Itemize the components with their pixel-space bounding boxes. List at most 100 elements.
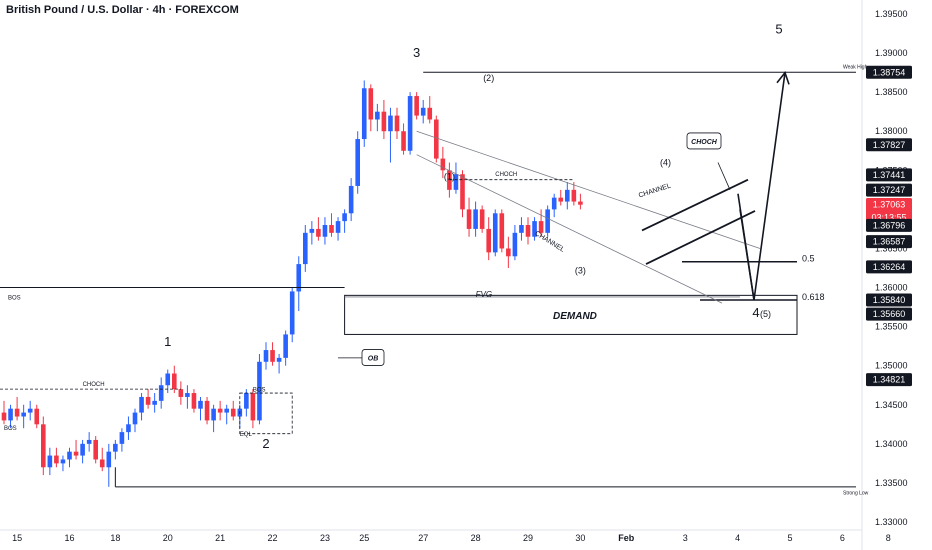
x-tick-label: 3 bbox=[683, 533, 688, 543]
candle-body bbox=[270, 350, 275, 362]
zone-layer bbox=[344, 294, 798, 335]
candle-body bbox=[303, 232, 308, 265]
candle-body bbox=[348, 185, 354, 214]
projection-arrowhead bbox=[776, 70, 790, 85]
candle-body bbox=[322, 225, 328, 237]
chart-title: British Pound / U.S. Dollar · 4h · FOREX… bbox=[6, 4, 239, 16]
wave-label: (1) bbox=[444, 172, 455, 182]
price-label-text: 1.37827 bbox=[873, 140, 906, 150]
y-tick-label: 1.39000 bbox=[875, 48, 908, 58]
x-tick-label: Feb bbox=[618, 533, 635, 543]
candle-body bbox=[335, 221, 341, 233]
countdown-label: 03:13:55 bbox=[871, 212, 906, 222]
annotation-weak-high: Weak High bbox=[843, 65, 868, 71]
candle-body bbox=[191, 393, 197, 409]
x-tick-label: 4 bbox=[735, 533, 740, 543]
candle-body bbox=[73, 451, 79, 456]
price-label-box bbox=[866, 307, 912, 321]
annotation-demand: DEMAND bbox=[553, 311, 597, 322]
candle-body bbox=[538, 221, 544, 233]
candle-body bbox=[60, 459, 66, 464]
grid-layer bbox=[0, 0, 863, 550]
y-tick-label: 1.33000 bbox=[875, 517, 908, 527]
candle-body bbox=[99, 459, 105, 468]
rising-channel-lower bbox=[645, 210, 756, 265]
y-tick-label: 1.36500 bbox=[875, 243, 908, 253]
channel-lower-line bbox=[416, 154, 723, 304]
price-label-box bbox=[866, 65, 912, 79]
candle-layer bbox=[1, 80, 583, 487]
candle-body bbox=[27, 408, 33, 413]
candle-body bbox=[309, 228, 315, 233]
demand-zone bbox=[344, 294, 798, 335]
price-label-box bbox=[866, 197, 912, 224]
annotation-bos: BOS bbox=[253, 387, 266, 393]
candle-body bbox=[47, 455, 53, 468]
candle-body bbox=[499, 213, 505, 249]
candle-body bbox=[368, 88, 374, 120]
candle-body bbox=[145, 396, 151, 405]
annotation-0-618: 0.618 bbox=[802, 292, 825, 302]
candle-body bbox=[198, 400, 203, 409]
candle-body bbox=[486, 228, 491, 253]
y-tick-label: 1.35000 bbox=[875, 361, 908, 371]
price-label-box bbox=[866, 260, 912, 274]
candle-body bbox=[67, 451, 72, 460]
candle-body bbox=[519, 225, 524, 233]
candle-body bbox=[132, 412, 138, 425]
candle-body bbox=[178, 389, 184, 397]
wave-label: 2 bbox=[262, 436, 269, 451]
y-tick-label: 1.38500 bbox=[875, 87, 908, 97]
candle-body bbox=[276, 357, 282, 362]
wave-label: (3) bbox=[575, 265, 586, 275]
annotation-channel: CHANNEL bbox=[533, 230, 565, 254]
candle-body bbox=[165, 373, 171, 386]
candle-body bbox=[119, 432, 125, 444]
annotation-choch: CHOCH bbox=[691, 139, 718, 146]
candle-body bbox=[473, 209, 478, 229]
candle-body bbox=[296, 264, 302, 292]
y-tick-label: 1.34500 bbox=[875, 400, 908, 410]
y-tick-label: 1.35500 bbox=[875, 322, 908, 332]
candle-body bbox=[289, 291, 295, 335]
candle-body bbox=[401, 131, 406, 151]
candle-body bbox=[204, 400, 210, 421]
time-axis[interactable]: 15 16 18 20 21 22 23 25 27 28 29 30 Feb 3 4 5 6 8 bbox=[12, 533, 891, 543]
candle-body bbox=[152, 400, 157, 405]
text-layer: 1 2 3 (1) (2) (3) (4) 5 4 BOS CHOCH BOS BOS EQL CHOCH F… bbox=[4, 22, 869, 497]
price-label-box bbox=[866, 183, 912, 197]
candle-body bbox=[316, 228, 321, 237]
candle-body bbox=[283, 334, 288, 358]
candle-body bbox=[466, 209, 472, 229]
price-label-text: 1.37063 bbox=[873, 199, 906, 209]
price-label-text: 1.36587 bbox=[873, 237, 906, 247]
annotation-ob-box bbox=[361, 349, 385, 366]
x-tick-label: 30 bbox=[575, 533, 585, 543]
y-tick-label: 1.39500 bbox=[875, 9, 908, 19]
x-tick-label: 22 bbox=[268, 533, 278, 543]
candle-body bbox=[479, 209, 485, 229]
drawing-layer bbox=[0, 70, 856, 488]
candle-body bbox=[21, 412, 26, 417]
candle-body bbox=[250, 393, 256, 421]
annotation-channel-text: CHANNEL bbox=[533, 230, 565, 254]
candle-body bbox=[93, 439, 98, 460]
price-label-box bbox=[866, 235, 912, 249]
annotation-choch-box bbox=[686, 132, 722, 150]
price-label-text: 1.37247 bbox=[873, 185, 906, 195]
candle-body bbox=[263, 350, 269, 362]
candle-body bbox=[106, 451, 112, 468]
x-tick-label: 18 bbox=[110, 533, 120, 543]
x-tick-label: 28 bbox=[471, 533, 481, 543]
price-label-text: 1.34821 bbox=[873, 375, 906, 385]
price-label-text: 1.37441 bbox=[873, 170, 906, 180]
price-axis[interactable]: 1.33000 1.33500 1.34000 1.34500 1.35000 1.355… bbox=[866, 9, 912, 527]
candle-body bbox=[427, 107, 433, 120]
candle-body bbox=[257, 361, 262, 421]
candle-body bbox=[342, 213, 347, 222]
candle-body bbox=[407, 96, 413, 151]
candle-body bbox=[172, 373, 177, 390]
x-tick-label: 8 bbox=[886, 533, 891, 543]
price-label-box bbox=[866, 373, 912, 387]
